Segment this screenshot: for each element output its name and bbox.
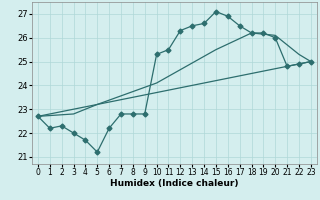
X-axis label: Humidex (Indice chaleur): Humidex (Indice chaleur) (110, 179, 239, 188)
